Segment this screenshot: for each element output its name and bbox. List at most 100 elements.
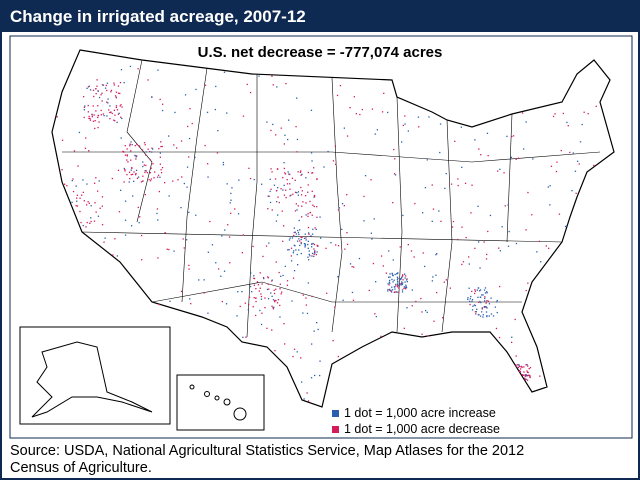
- dot: [279, 288, 281, 290]
- dot: [177, 179, 179, 181]
- dot: [485, 302, 487, 304]
- dot: [511, 135, 513, 138]
- dot: [403, 286, 405, 288]
- dot: [480, 301, 482, 304]
- dot: [283, 225, 285, 227]
- dot: [406, 307, 408, 309]
- dot: [248, 304, 250, 306]
- dot: [97, 105, 99, 107]
- dot: [521, 366, 523, 368]
- dot: [89, 119, 92, 121]
- dot: [119, 105, 121, 107]
- dot: [259, 309, 261, 312]
- dot: [64, 183, 66, 185]
- dot: [276, 201, 278, 203]
- dot: [133, 171, 135, 173]
- dot: [486, 300, 488, 302]
- dot: [289, 183, 291, 185]
- dot: [186, 186, 188, 188]
- dot: [274, 299, 276, 302]
- dot: [137, 68, 139, 70]
- dot: [97, 215, 100, 217]
- state-lines: [62, 59, 601, 338]
- dot: [129, 143, 131, 145]
- dot: [302, 294, 304, 296]
- dot: [93, 114, 95, 116]
- dot: [308, 253, 310, 255]
- dot: [558, 213, 561, 215]
- dot: [117, 85, 120, 87]
- dot: [339, 85, 342, 87]
- dot: [560, 149, 562, 152]
- dot: [186, 239, 188, 241]
- dot: [307, 184, 309, 186]
- dot: [279, 316, 281, 318]
- dot: [486, 132, 489, 134]
- dot: [312, 228, 314, 230]
- dot: [484, 292, 487, 294]
- dot: [311, 343, 313, 345]
- dot: [411, 289, 413, 291]
- dot: [481, 308, 483, 310]
- dot: [461, 263, 463, 266]
- dot: [99, 207, 101, 209]
- dot: [483, 306, 485, 308]
- dot: [392, 259, 394, 261]
- dot: [230, 192, 232, 195]
- dot: [528, 368, 530, 370]
- dot: [157, 257, 159, 259]
- dot: [310, 235, 312, 237]
- hawaii-inset: [176, 374, 265, 431]
- dot: [283, 143, 285, 145]
- dot: [567, 125, 569, 127]
- dot: [275, 220, 278, 222]
- dot: [123, 181, 125, 183]
- dot: [159, 163, 161, 165]
- dot: [397, 291, 399, 293]
- dot: [273, 306, 275, 308]
- dot: [295, 233, 297, 235]
- dot: [407, 130, 409, 132]
- dot: [284, 172, 286, 174]
- dot: [206, 111, 209, 113]
- dot: [302, 312, 304, 314]
- dot: [439, 151, 441, 154]
- dot: [253, 297, 255, 299]
- dot: [156, 208, 159, 210]
- dot: [276, 302, 279, 304]
- dot: [271, 209, 273, 211]
- dot: [394, 273, 396, 276]
- dot: [157, 69, 159, 71]
- dot: [113, 119, 115, 121]
- dot: [305, 297, 307, 299]
- dot: [401, 283, 403, 286]
- dot: [489, 214, 492, 217]
- dot: [511, 341, 513, 343]
- dot: [475, 313, 477, 315]
- dot: [523, 148, 525, 150]
- dot: [520, 368, 522, 370]
- dot: [269, 201, 272, 204]
- dot: [104, 237, 106, 239]
- dot: [311, 160, 313, 162]
- dot: [264, 307, 266, 309]
- dot: [587, 113, 589, 115]
- dot: [313, 194, 316, 197]
- dot: [297, 240, 299, 242]
- title: Change in irrigated acreage, 2007-12: [10, 7, 306, 26]
- dot: [374, 313, 376, 315]
- dot: [465, 236, 467, 239]
- dot: [131, 173, 134, 175]
- dot: [108, 109, 110, 111]
- dot: [87, 86, 90, 88]
- dot: [300, 241, 302, 244]
- dot: [304, 246, 306, 248]
- dot: [478, 148, 480, 150]
- dot: [305, 239, 307, 241]
- dot: [515, 355, 517, 357]
- dot: [114, 238, 116, 240]
- dot: [88, 117, 90, 120]
- dot: [97, 126, 99, 129]
- dot: [528, 374, 530, 376]
- dot: [159, 176, 161, 178]
